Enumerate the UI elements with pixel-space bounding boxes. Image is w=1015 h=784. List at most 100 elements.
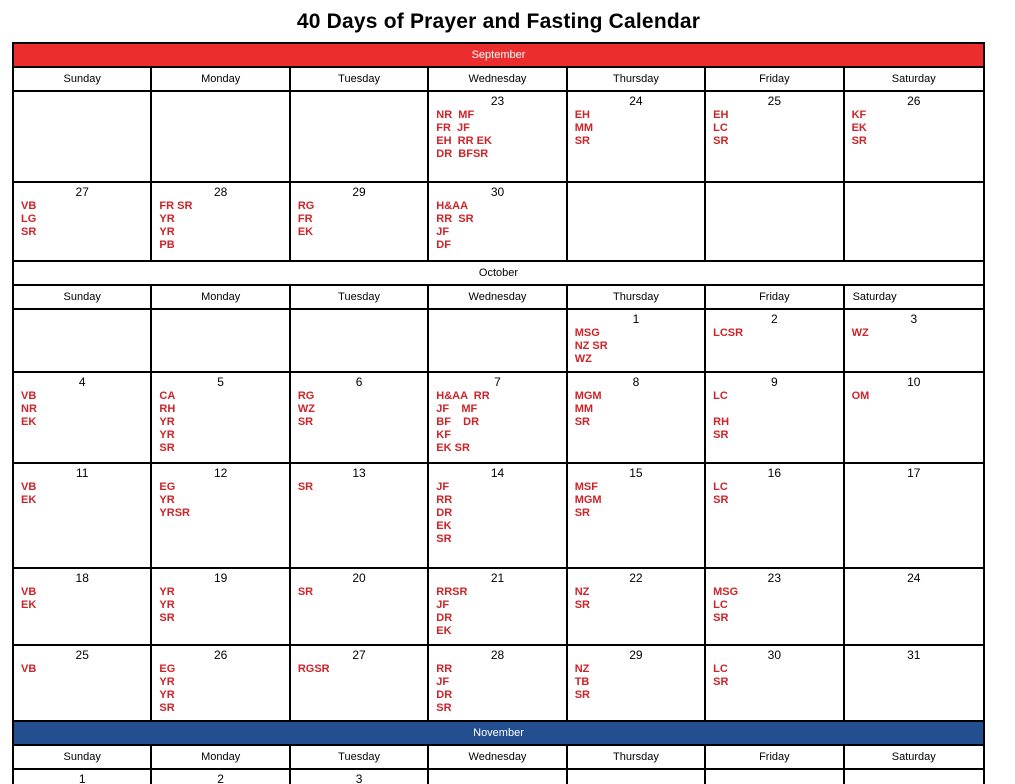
date-number: 27 [352,648,366,662]
date-number: 26 [907,94,921,108]
day-cell-october-3: 3 WZ [845,310,983,371]
prayer-entry: LC [713,599,728,611]
prayer-entry: RH [159,403,176,415]
prayer-entry: MGM [574,494,602,506]
prayer-entry: MGM [574,390,602,402]
date-number: 2 [771,312,778,326]
prayer-entry: H&AA [436,200,469,212]
prayer-entry: SR [574,507,590,519]
day-cell-september-26: 26 KF EK SR [845,92,983,181]
prayer-entry: EH RR EK [436,135,492,147]
day-header-thursday: Thursday [568,746,707,768]
prayer-entry: DR [436,689,453,701]
prayer-entry: NZ SR [574,340,608,352]
prayer-entry: EK SR [436,442,470,454]
day-cell-october-2: 2 LCSR [706,310,845,371]
day-cell-october-10: 10 OM [845,373,983,462]
prayer-entry: MSG [713,586,739,598]
day-of-week-header-november: Sunday Monday Tuesday Wednesday Thursday Frid… [14,746,983,770]
prayer-entry: VB [21,200,37,212]
prayer-entry: RH [713,416,730,428]
prayer-entry: YR [159,226,175,238]
date-number: 9 [771,375,778,389]
date-number: 3 [355,772,363,784]
date-number: 3 [910,312,918,326]
prayer-entry: NR [21,403,37,415]
prayer-entry: FR SR [159,200,193,212]
date-number: 10 [907,375,921,389]
date-number: 22 [629,571,643,585]
day-cell-october-28: 28 RR JF DR SR [429,646,568,720]
day-header-saturday: Saturday [891,73,936,85]
prayer-entry: LC [713,122,728,134]
date-number: 4 [78,375,86,389]
prayer-entry: PB [159,239,175,251]
day-header-saturday: Saturday [891,751,936,763]
week-row-september: 23 NR MF FR JF EH RR EK DR BFSR 24 EH MM SR 25 EH L… [14,92,983,183]
day-cell-empty [845,183,983,260]
day-header-monday: Monday [152,68,291,90]
prayer-entry: SR [574,135,590,147]
prayer-entry: DF [436,239,451,251]
prayer-entry: SR [297,416,314,428]
prayer-entry: SR [574,599,590,611]
prayer-entry: EG [159,663,176,675]
prayer-entry: MM [574,403,594,415]
day-cell-october-25: 25 VB [14,646,153,720]
week-row-november: 1 2 3 [14,770,983,784]
date-number: 30 [490,185,505,199]
day-header-friday: Friday [706,286,845,308]
prayer-entry: SR [297,481,314,493]
prayer-entry: EK [851,122,867,134]
prayer-entry: SR [297,586,314,598]
day-header-sunday: Sunday [14,68,153,90]
day-cell-october-15: 15 MSF MGM SR [568,464,707,567]
week-row-october: 1 MSG NZ SR WZ 2 LCSR 3 WZ [14,310,983,373]
prayer-entry: LC [713,481,728,493]
date-number: 19 [213,571,228,585]
day-cell-september-27: 27 VB LG SR [14,183,153,260]
prayer-entry: OM [851,390,870,402]
prayer-entry: MSG [574,327,600,339]
day-cell-october-6: 6 RG WZ SR [291,373,430,462]
date-number: 23 [490,94,505,108]
prayer-entry: YR [159,689,175,701]
prayer-entry: SR [436,533,452,545]
day-header-sunday: Sunday [14,286,153,308]
prayer-entry: RR [436,494,453,506]
day-cell-october-4: 4 VB NR EK [14,373,153,462]
prayer-entry: JF [436,676,450,688]
prayer-entry: NR MF [436,109,475,121]
day-cell-october-19: 19 YR YR SR [152,569,291,644]
week-row-october: 4 VB NR EK 5 CA RH YR YR SR 6 RG WZ SR 7 H&AA RR JF MF BF… [14,373,983,464]
day-header-saturday: Saturday [852,291,897,303]
day-cell-october-12: 12 EG YR YRSR [152,464,291,567]
date-number: 26 [213,648,228,662]
day-of-week-header-september: Sunday Monday Tuesday Wednesday Thursday Frid… [14,68,983,92]
month-header-september: September [14,44,983,68]
day-header-tuesday: Tuesday [291,68,430,90]
day-cell-october-1: 1 MSG NZ SR WZ [568,310,707,371]
week-row-october: 25 VB 26 EG YR YR SR 27 RGSR 28 RR JF DR SR 29 NZ TB SR 30… [14,646,983,722]
day-cell-empty [706,770,845,784]
date-number: 12 [213,466,228,480]
date-number: 29 [352,185,366,199]
prayer-entry: EH [713,109,729,121]
prayer-entry: RR [436,663,453,675]
date-number: 23 [767,571,782,585]
prayer-entry: YRSR [159,507,190,519]
prayer-entry: YR [159,676,175,688]
day-cell-october-24: 24 [845,569,983,644]
month-header-november: November [14,722,983,746]
prayer-entry: SR [713,494,729,506]
prayer-entry: SR [574,416,590,428]
day-cell-empty [14,92,153,181]
date-number: 28 [213,185,228,199]
date-number: 17 [907,466,921,480]
day-header-monday: Monday [152,746,291,768]
date-number: 25 [75,648,89,662]
prayer-entry: SR [713,429,729,441]
prayer-entry: YR [159,429,175,441]
month-header-october: October [14,262,983,286]
date-number: 16 [767,466,782,480]
